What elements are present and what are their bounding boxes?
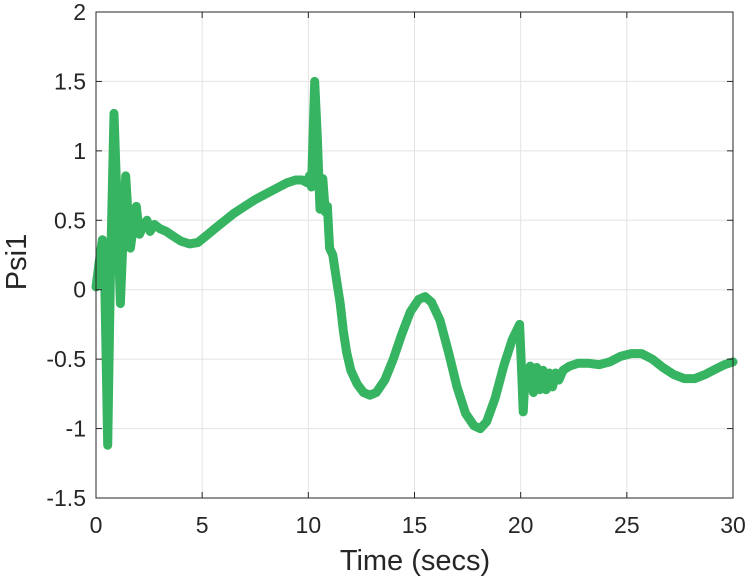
x-axis-label: Time (secs) — [340, 545, 490, 577]
x-tick-label: 5 — [196, 512, 209, 538]
y-tick-label: 0 — [73, 277, 86, 303]
y-axis-label: Psi1 — [1, 234, 33, 290]
y-tick-label: -0.5 — [46, 346, 86, 372]
series-group — [91, 76, 738, 450]
x-tick-labels: 0 5 10 15 20 25 30 — [90, 512, 746, 538]
y-tick-labels: 2 1.5 1 0.5 0 -0.5 -1 -1.5 — [46, 0, 86, 511]
y-tick-label: 2 — [73, 0, 86, 25]
x-tick-label: 20 — [508, 512, 534, 538]
tick-marks — [95, 11, 734, 499]
y-tick-label: 0.5 — [54, 207, 86, 233]
series-line — [91, 76, 738, 450]
y-tick-label: -1.5 — [46, 485, 86, 511]
axes-box — [95, 11, 734, 499]
x-tick-label: 10 — [296, 512, 322, 538]
x-tick-label: 15 — [402, 512, 428, 538]
x-tick-label: 0 — [90, 512, 103, 538]
x-tick-label: 25 — [614, 512, 640, 538]
y-tick-label: 1 — [73, 138, 86, 164]
y-tick-label: -1 — [66, 416, 86, 442]
y-tick-label: 1.5 — [54, 68, 86, 94]
x-tick-label: 30 — [720, 512, 746, 538]
